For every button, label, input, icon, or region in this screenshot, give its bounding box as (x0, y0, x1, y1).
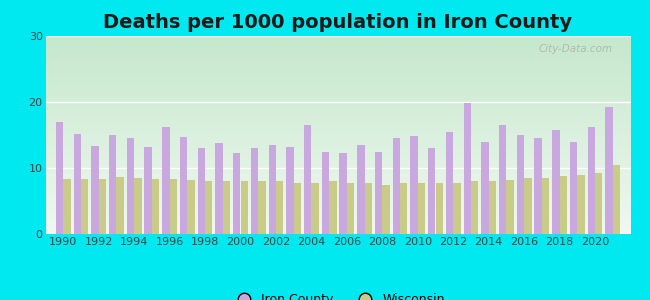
Bar (215, 143, 223, 234)
Bar (560, 176, 567, 234)
Bar (499, 125, 506, 234)
Bar (588, 127, 595, 234)
Bar (506, 180, 514, 234)
Bar (595, 173, 603, 234)
Bar (81, 179, 88, 234)
Bar (251, 148, 258, 234)
Bar (162, 127, 170, 234)
Bar (233, 154, 240, 234)
Bar (605, 107, 613, 234)
Bar (570, 142, 577, 234)
Bar (56, 122, 63, 234)
Bar (329, 181, 337, 234)
Bar (471, 181, 478, 234)
Bar (613, 165, 620, 234)
Bar (268, 145, 276, 234)
Bar (134, 178, 142, 234)
Bar (453, 182, 461, 234)
Bar (400, 182, 408, 234)
Bar (436, 182, 443, 234)
Bar (152, 179, 159, 234)
Bar (577, 175, 585, 234)
Bar (294, 182, 301, 234)
Bar (91, 146, 99, 234)
Bar (187, 180, 195, 234)
Bar (99, 179, 106, 234)
Bar (276, 181, 283, 234)
Bar (463, 103, 471, 234)
Bar (375, 152, 382, 234)
Bar (223, 181, 230, 234)
Bar (357, 145, 365, 234)
Bar (170, 179, 177, 234)
Bar (180, 137, 187, 234)
Bar (347, 182, 354, 234)
Bar (339, 153, 347, 234)
Bar (446, 132, 453, 234)
Bar (240, 181, 248, 234)
Bar (73, 134, 81, 234)
Bar (286, 147, 294, 234)
Bar (552, 130, 560, 234)
Bar (205, 181, 213, 234)
Bar (127, 138, 134, 234)
Bar (382, 184, 390, 234)
Bar (365, 183, 372, 234)
Bar (393, 138, 400, 234)
Bar (410, 136, 418, 234)
Bar (542, 178, 549, 234)
Bar (418, 183, 425, 234)
Bar (481, 142, 489, 234)
Bar (524, 178, 532, 234)
Bar (198, 148, 205, 234)
Bar (116, 177, 124, 234)
Bar (144, 147, 152, 234)
Text: City-Data.com: City-Data.com (539, 44, 613, 54)
Bar (517, 135, 524, 234)
Bar (258, 181, 266, 234)
Legend: Iron County, Wisconsin: Iron County, Wisconsin (226, 288, 450, 300)
Bar (63, 179, 71, 234)
Bar (428, 148, 436, 234)
Bar (489, 181, 496, 234)
Bar (534, 138, 542, 234)
Bar (109, 135, 116, 234)
Title: Deaths per 1000 population in Iron County: Deaths per 1000 population in Iron Count… (103, 13, 573, 32)
Bar (322, 152, 329, 234)
Bar (311, 182, 319, 234)
Bar (304, 125, 311, 234)
